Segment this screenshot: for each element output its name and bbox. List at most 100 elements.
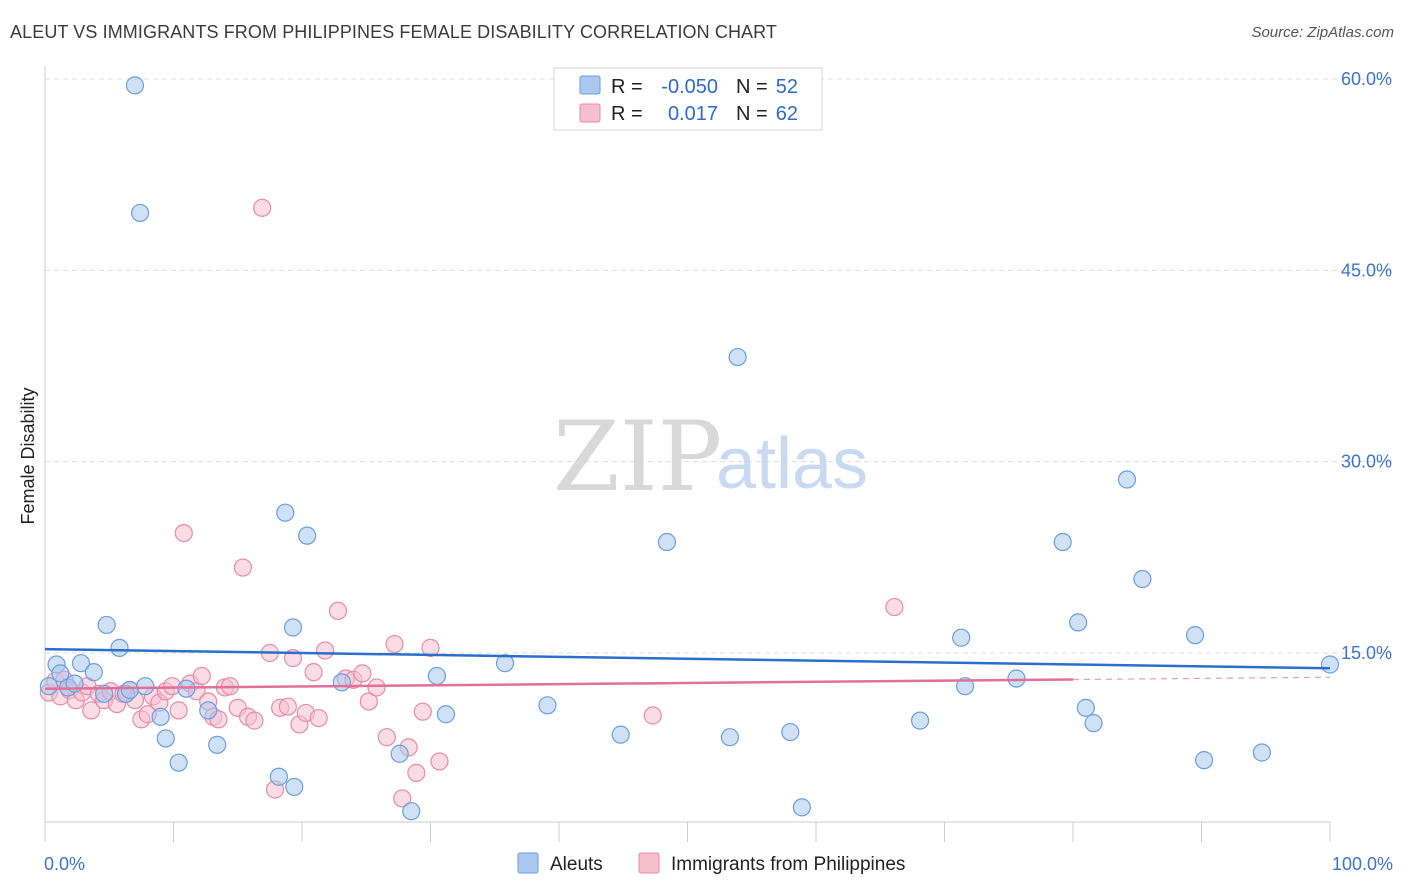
aleut-point [84,663,103,682]
aleut-point [136,677,155,696]
y-tick-label: 45.0% [1341,260,1392,280]
y-tick-label: 60.0% [1341,69,1392,89]
philippines-point [245,711,264,730]
x-tick-label-min: 0.0% [44,854,85,874]
philippines-point [643,706,662,725]
philippines-point [169,701,188,720]
watermark: ZIP atlas [553,401,868,513]
philippines-point [278,697,297,716]
aleut-point [955,677,975,696]
aleut-point [276,503,295,522]
philippines-point [253,198,272,217]
watermark-atlas: atlas [716,424,868,504]
aleut-point [130,203,150,223]
philippines-point [328,601,348,621]
aleut-point [1133,569,1152,589]
aleut-point [1185,626,1205,645]
philippines-point [413,702,432,721]
philippines-point [430,752,449,771]
y-axis-title: Female Disability [18,387,38,524]
aleut-point [1194,751,1214,770]
source-attribution: Source: ZipAtlas.com [1251,24,1394,41]
aleut-point [199,701,218,720]
aleut-point [71,654,91,673]
legend-r-value-philippines: 0.017 [668,103,718,125]
aleut-point [1252,743,1271,762]
axes-layer [44,66,1331,842]
aleut-point [151,707,170,726]
legend-n-label-1: N = [736,76,768,98]
philippines-trend-line-extension [1072,676,1331,681]
aleut-point [1069,613,1088,632]
aleut-point [402,802,421,821]
philippines-point [233,558,252,577]
aleut-point [436,705,456,724]
philippines-point [385,634,404,654]
aleut-point [720,728,740,747]
aleut-point [110,638,129,657]
legend-n-value-aleuts: 52 [776,76,798,98]
aleut-point [728,347,747,367]
chart-title: ALEUT VS IMMIGRANTS FROM PHILIPPINES FEM… [10,22,778,42]
bottom-legend-label-philippines: Immigrants from Philippines [671,854,905,875]
axis-labels: 15.0% 30.0% 45.0% 60.0% 0.0% 100.0% [44,69,1393,874]
aleut-point [169,753,188,772]
philippines-point [393,789,412,808]
aleut-point [427,666,447,686]
philippines-point [309,708,328,728]
bottom-legend-label-aleuts: Aleuts [550,854,603,875]
aleut-point [792,798,811,817]
legend-r-label-2: R = [611,103,643,125]
aleut-point [120,680,139,700]
legend-swatch-philippines [579,103,601,123]
legend-r-label-1: R = [611,76,643,98]
legend-n-value-philippines: 62 [776,103,798,125]
legend-swatch-aleuts [579,75,601,95]
aleut-point [781,722,800,742]
bottom-legend-swatch-aleuts [517,852,539,874]
y-tick-label: 30.0% [1341,452,1392,472]
philippines-point [192,666,211,686]
philippines-point [174,523,193,543]
philippines-point [304,663,323,682]
bottom-legend-swatch-philippines [638,852,660,874]
legend-n-label-2: N = [736,103,768,125]
aleut-point [1007,669,1026,688]
aleut-point [285,777,304,797]
aleut-point [298,526,317,545]
aleut-point [1084,714,1103,733]
aleut-point [390,744,409,763]
aleut-point [39,677,58,696]
aleut-point [208,735,227,754]
aleuts-trend-line [44,647,1331,670]
y-tick-label: 15.0% [1341,643,1392,663]
correlation-legend: R = -0.050 N = 52 R = 0.017 N = 62 [553,67,823,131]
aleut-point [332,673,351,692]
aleut-point [538,696,557,715]
aleut-point [95,684,114,703]
aleut-point [156,729,175,748]
aleut-point [1320,655,1340,674]
aleut-point [1053,532,1072,552]
aleut-point [125,76,145,95]
aleut-point [495,654,515,673]
aleut-point [657,532,677,552]
trend-lines [44,647,1331,690]
aleut-point [269,767,288,786]
philippines-point [421,638,440,657]
aleut-point [910,711,930,730]
series-legend: Aleuts Immigrants from Philippines [517,852,905,875]
x-tick-label-max: 100.0% [1332,854,1393,874]
philippines-point [353,664,372,683]
philippines-point [82,701,101,720]
series-aleuts-points [39,76,1340,821]
aleut-point [51,664,70,683]
aleut-point [952,628,971,647]
philippines-point [359,692,378,711]
aleut-point [97,615,116,635]
philippines-point [885,597,904,617]
series-philippines-points [39,198,904,808]
philippines-point [407,763,426,783]
aleut-point [1117,470,1137,489]
